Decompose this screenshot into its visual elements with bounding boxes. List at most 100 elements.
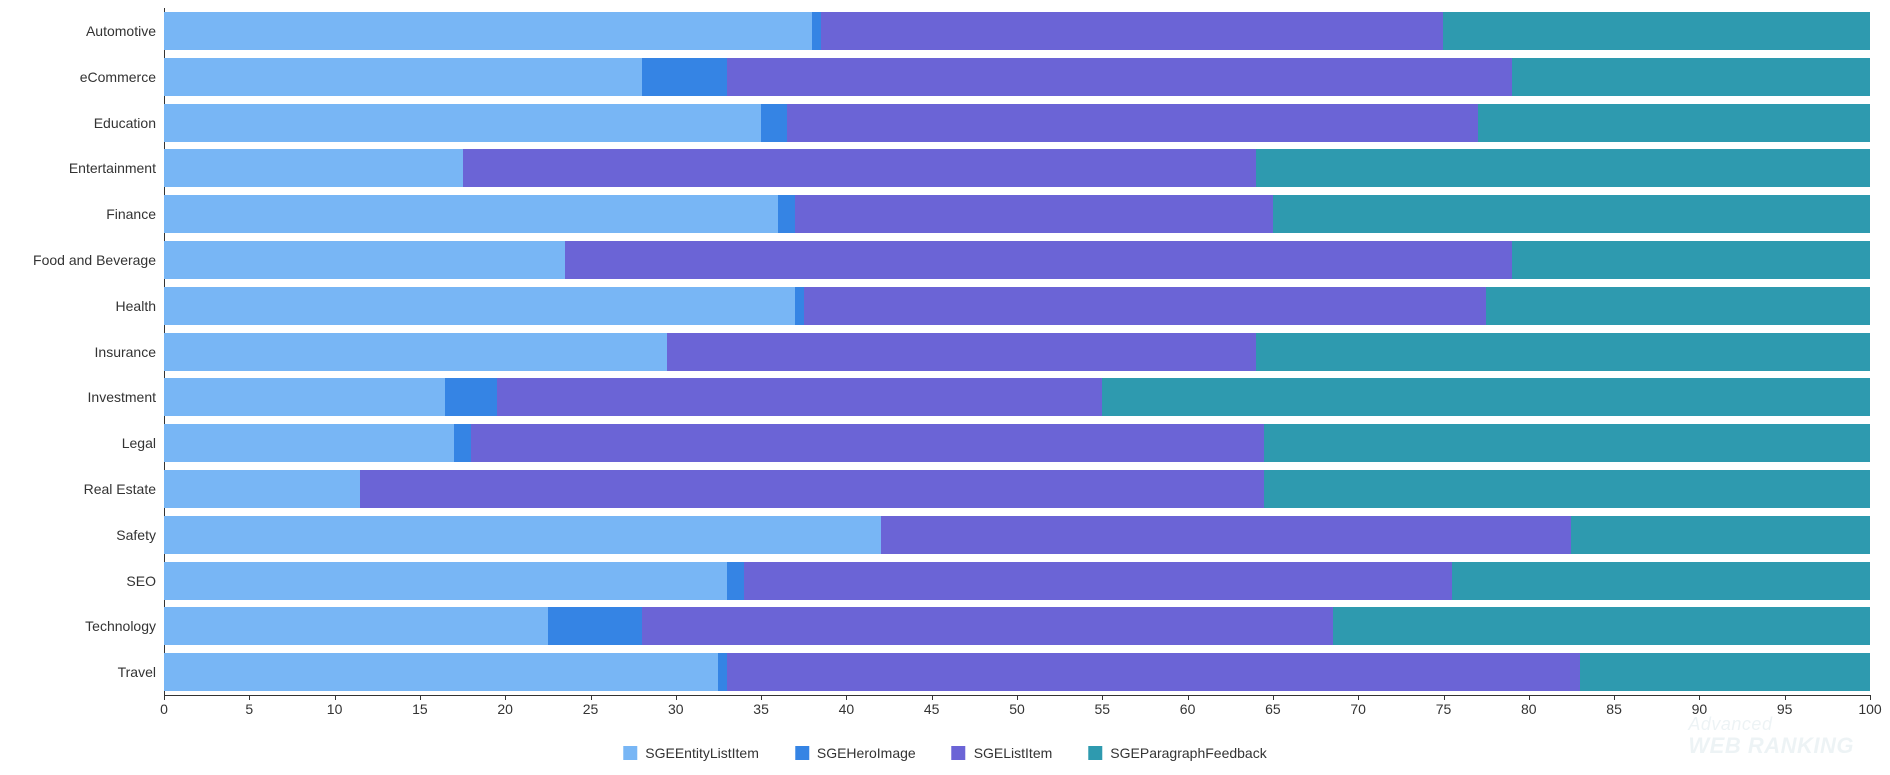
y-axis-label: Health — [116, 299, 164, 313]
x-tick-label: 65 — [1265, 695, 1281, 717]
y-axis-label: Education — [94, 116, 164, 130]
y-axis-label: Travel — [118, 665, 164, 679]
y-axis-label: SEO — [126, 574, 164, 588]
bar-row — [164, 287, 1870, 325]
bar-segment — [565, 241, 1512, 279]
bar-segment — [164, 653, 718, 691]
x-tick-label: 5 — [245, 695, 253, 717]
x-tick-label: 95 — [1777, 695, 1793, 717]
bar-segment — [795, 195, 1273, 233]
legend-swatch — [795, 746, 809, 760]
y-axis-label: Technology — [85, 619, 164, 633]
bar-segment — [1256, 149, 1870, 187]
bar-segment — [744, 562, 1452, 600]
watermark: Advanced WEB RANKING — [1688, 715, 1854, 757]
bar-segment — [164, 607, 548, 645]
bar-segment — [1580, 653, 1870, 691]
bar-row — [164, 195, 1870, 233]
bar-segment — [1486, 287, 1870, 325]
bar-segment — [1264, 470, 1870, 508]
bar-segment — [1571, 516, 1870, 554]
bar-segment — [1333, 607, 1870, 645]
legend-item: SGEHeroImage — [795, 745, 916, 761]
bar-segment — [1264, 424, 1870, 462]
bar-segment — [164, 241, 565, 279]
bar-row — [164, 378, 1870, 416]
x-tick-label: 75 — [1436, 695, 1452, 717]
legend-swatch — [623, 746, 637, 760]
bar-segment — [1102, 378, 1870, 416]
legend: SGEEntityListItem SGEHeroImage SGEListItem… — [623, 745, 1266, 761]
x-tick-label: 15 — [412, 695, 428, 717]
y-axis-label: Legal — [122, 436, 164, 450]
bar-row — [164, 470, 1870, 508]
bar-segment — [1273, 195, 1870, 233]
legend-label: SGEListItem — [974, 745, 1053, 761]
y-axis-label: Safety — [116, 528, 164, 542]
bar-row — [164, 241, 1870, 279]
legend-item: SGEEntityListItem — [623, 745, 759, 761]
x-tick-label: 10 — [327, 695, 343, 717]
bar-row — [164, 58, 1870, 96]
bar-segment — [164, 149, 463, 187]
bar-segment — [1452, 562, 1870, 600]
x-tick-label: 0 — [160, 695, 168, 717]
bar-segment — [164, 516, 881, 554]
bar-segment — [821, 12, 1444, 50]
bar-segment — [812, 12, 821, 50]
bar-segment — [1512, 58, 1870, 96]
bar-segment — [795, 287, 804, 325]
x-tick-label: 30 — [668, 695, 684, 717]
bar-segment — [1512, 241, 1870, 279]
x-tick-label: 90 — [1692, 695, 1708, 717]
legend-label: SGEEntityListItem — [645, 745, 759, 761]
x-tick-label: 25 — [583, 695, 599, 717]
bar-segment — [1478, 104, 1870, 142]
legend-label: SGEParagraphFeedback — [1110, 745, 1266, 761]
bar-segment — [164, 378, 445, 416]
bar-segment — [881, 516, 1572, 554]
x-tick-label: 50 — [1009, 695, 1025, 717]
legend-item: SGEListItem — [952, 745, 1053, 761]
bar-segment — [1443, 12, 1870, 50]
bar-row — [164, 149, 1870, 187]
bar-row — [164, 562, 1870, 600]
bar-segment — [761, 104, 787, 142]
x-tick-label: 85 — [1606, 695, 1622, 717]
bar-segment — [164, 424, 454, 462]
bar-row — [164, 424, 1870, 462]
bar-segment — [727, 562, 744, 600]
x-tick-label: 40 — [839, 695, 855, 717]
bar-segment — [164, 333, 667, 371]
x-tick-label: 45 — [924, 695, 940, 717]
bar-segment — [445, 378, 496, 416]
bar-segment — [164, 195, 778, 233]
bar-segment — [463, 149, 1256, 187]
bar-row — [164, 333, 1870, 371]
x-tick-label: 80 — [1521, 695, 1537, 717]
y-axis-label: Insurance — [95, 345, 164, 359]
stacked-bar-chart: 0510152025303540455055606570758085909510… — [0, 0, 1890, 775]
bar-row — [164, 12, 1870, 50]
y-axis-label: Investment — [88, 390, 164, 404]
bar-segment — [727, 58, 1512, 96]
bar-segment — [164, 562, 727, 600]
bar-segment — [164, 104, 761, 142]
bar-segment — [804, 287, 1486, 325]
bar-segment — [497, 378, 1103, 416]
x-tick-label: 70 — [1350, 695, 1366, 717]
x-tick-label: 60 — [1180, 695, 1196, 717]
bar-segment — [1256, 333, 1870, 371]
bar-segment — [787, 104, 1478, 142]
bar-segment — [164, 287, 795, 325]
y-axis-label: eCommerce — [80, 70, 164, 84]
bar-segment — [164, 12, 812, 50]
y-axis-label: Finance — [106, 207, 164, 221]
legend-swatch — [1088, 746, 1102, 760]
y-axis-label: Automotive — [86, 24, 164, 38]
bar-segment — [727, 653, 1580, 691]
legend-label: SGEHeroImage — [817, 745, 916, 761]
x-tick-label: 55 — [1095, 695, 1111, 717]
bar-segment — [642, 607, 1333, 645]
bar-segment — [642, 58, 727, 96]
